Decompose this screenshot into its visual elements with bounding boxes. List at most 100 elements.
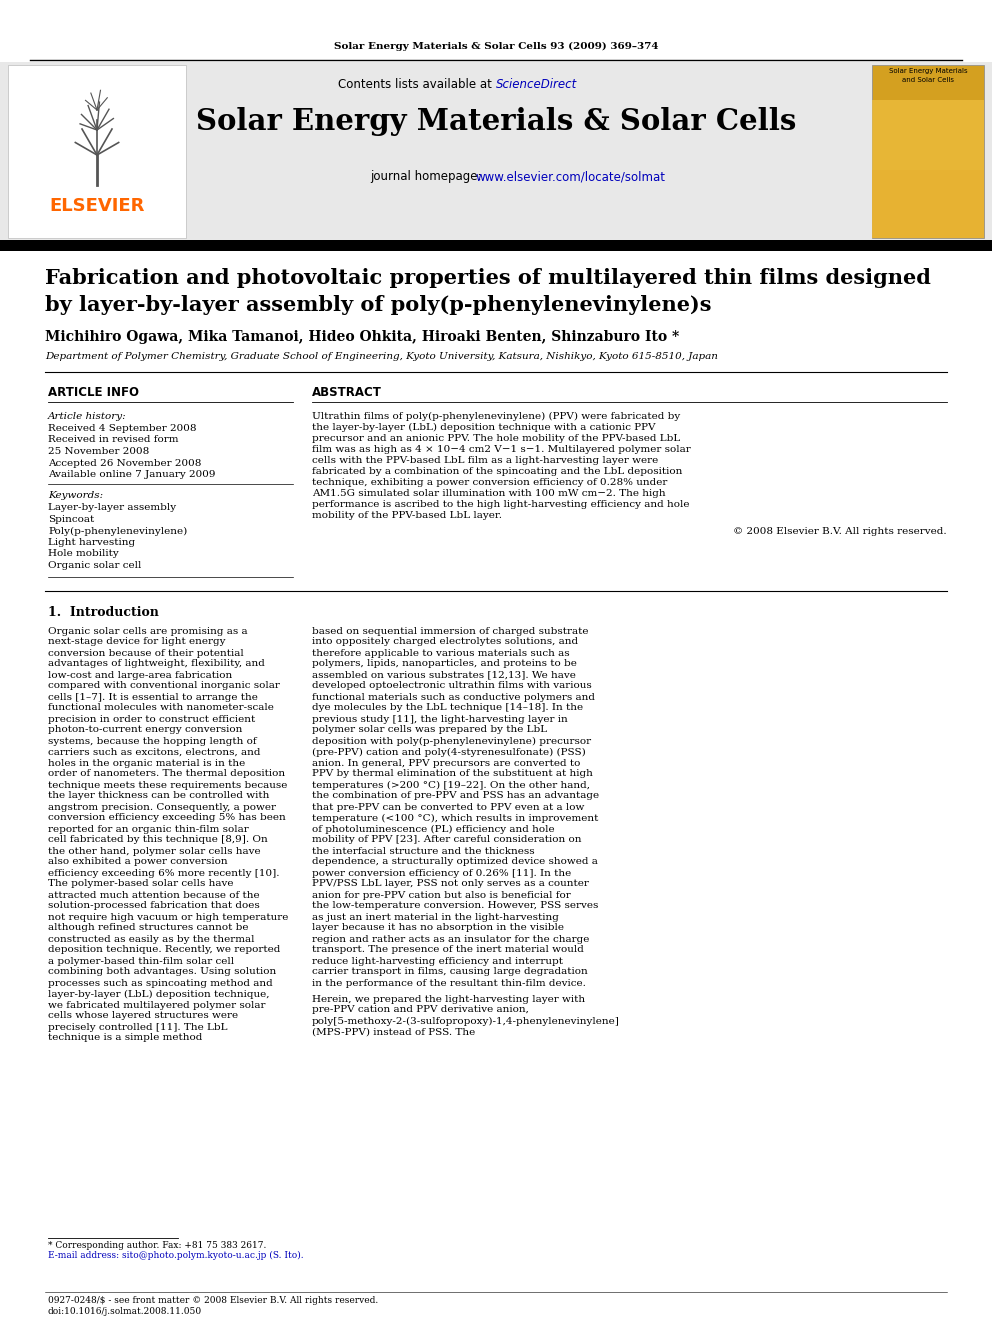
Text: poly[5-methoxy-2-(3-sulfopropoxy)-1,4-phenylenevinylene]: poly[5-methoxy-2-(3-sulfopropoxy)-1,4-ph…	[312, 1016, 620, 1025]
Text: journal homepage:: journal homepage:	[370, 169, 485, 183]
Text: based on sequential immersion of charged substrate: based on sequential immersion of charged…	[312, 627, 588, 635]
Text: advantages of lightweight, flexibility, and: advantages of lightweight, flexibility, …	[48, 659, 265, 668]
Text: Organic solar cell: Organic solar cell	[48, 561, 142, 570]
Text: Hole mobility: Hole mobility	[48, 549, 119, 558]
Text: functional molecules with nanometer-scale: functional molecules with nanometer-scal…	[48, 704, 274, 713]
Text: PPV/PSS LbL layer, PSS not only serves as a counter: PPV/PSS LbL layer, PSS not only serves a…	[312, 880, 589, 889]
Text: low-cost and large-area fabrication: low-cost and large-area fabrication	[48, 671, 232, 680]
Text: E-mail address: sito@photo.polym.kyoto-u.ac.jp (S. Ito).: E-mail address: sito@photo.polym.kyoto-u…	[48, 1252, 304, 1259]
Text: precursor and an anionic PPV. The hole mobility of the PPV-based LbL: precursor and an anionic PPV. The hole m…	[312, 434, 681, 443]
Text: dependence, a structurally optimized device showed a: dependence, a structurally optimized dev…	[312, 857, 598, 867]
Text: cell fabricated by this technique [8,9]. On: cell fabricated by this technique [8,9].…	[48, 836, 268, 844]
Text: deposition technique. Recently, we reported: deposition technique. Recently, we repor…	[48, 946, 281, 954]
Text: PPV by thermal elimination of the substituent at high: PPV by thermal elimination of the substi…	[312, 770, 593, 778]
Text: previous study [11], the light-harvesting layer in: previous study [11], the light-harvestin…	[312, 714, 567, 724]
Text: Accepted 26 November 2008: Accepted 26 November 2008	[48, 459, 201, 467]
Text: temperatures (>200 °C) [19–22]. On the other hand,: temperatures (>200 °C) [19–22]. On the o…	[312, 781, 590, 790]
Text: technique meets these requirements because: technique meets these requirements becau…	[48, 781, 288, 790]
Text: in the performance of the resultant thin-film device.: in the performance of the resultant thin…	[312, 979, 586, 987]
Text: the layer-by-layer (LbL) deposition technique with a cationic PPV: the layer-by-layer (LbL) deposition tech…	[312, 423, 656, 433]
Text: * Corresponding author. Fax: +81 75 383 2617.: * Corresponding author. Fax: +81 75 383 …	[48, 1241, 267, 1250]
Text: assembled on various substrates [12,13]. We have: assembled on various substrates [12,13].…	[312, 671, 576, 680]
Text: Ultrathin films of poly(p-phenylenevinylene) (PPV) were fabricated by: Ultrathin films of poly(p-phenylenevinyl…	[312, 411, 681, 421]
Text: Article history:: Article history:	[48, 411, 127, 421]
Text: efficiency exceeding 6% more recently [10].: efficiency exceeding 6% more recently [1…	[48, 868, 280, 877]
Text: the other hand, polymer solar cells have: the other hand, polymer solar cells have	[48, 847, 261, 856]
Text: a polymer-based thin-film solar cell: a polymer-based thin-film solar cell	[48, 957, 234, 966]
Text: temperature (<100 °C), which results in improvement: temperature (<100 °C), which results in …	[312, 814, 598, 823]
Text: Solar Energy Materials & Solar Cells 93 (2009) 369–374: Solar Energy Materials & Solar Cells 93 …	[333, 42, 659, 52]
Text: technique, exhibiting a power conversion efficiency of 0.28% under: technique, exhibiting a power conversion…	[312, 478, 668, 487]
Text: Layer-by-layer assembly: Layer-by-layer assembly	[48, 504, 177, 512]
Text: ABSTRACT: ABSTRACT	[312, 386, 382, 400]
FancyBboxPatch shape	[872, 169, 984, 238]
FancyBboxPatch shape	[0, 62, 992, 239]
Text: the low-temperature conversion. However, PSS serves: the low-temperature conversion. However,…	[312, 901, 598, 910]
Text: ELSEVIER: ELSEVIER	[50, 197, 145, 216]
Text: carrier transport in films, causing large degradation: carrier transport in films, causing larg…	[312, 967, 587, 976]
Text: Solar Energy Materials: Solar Energy Materials	[889, 67, 967, 74]
Text: as just an inert material in the light-harvesting: as just an inert material in the light-h…	[312, 913, 558, 922]
Text: anion for pre-PPV cation but also is beneficial for: anion for pre-PPV cation but also is ben…	[312, 890, 570, 900]
FancyBboxPatch shape	[872, 65, 984, 238]
Text: we fabricated multilayered polymer solar: we fabricated multilayered polymer solar	[48, 1000, 266, 1009]
Text: Solar Energy Materials & Solar Cells: Solar Energy Materials & Solar Cells	[195, 107, 797, 136]
Text: attracted much attention because of the: attracted much attention because of the	[48, 890, 260, 900]
Text: Received 4 September 2008: Received 4 September 2008	[48, 423, 196, 433]
Text: Available online 7 January 2009: Available online 7 January 2009	[48, 470, 215, 479]
Text: carriers such as excitons, electrons, and: carriers such as excitons, electrons, an…	[48, 747, 261, 757]
Text: that pre-PPV can be converted to PPV even at a low: that pre-PPV can be converted to PPV eve…	[312, 803, 584, 811]
Text: ScienceDirect: ScienceDirect	[496, 78, 577, 91]
Text: The polymer-based solar cells have: The polymer-based solar cells have	[48, 880, 233, 889]
Text: the combination of pre-PPV and PSS has an advantage: the combination of pre-PPV and PSS has a…	[312, 791, 599, 800]
Text: region and rather acts as an insulator for the charge: region and rather acts as an insulator f…	[312, 934, 589, 943]
Text: of photoluminescence (PL) efficiency and hole: of photoluminescence (PL) efficiency and…	[312, 824, 555, 833]
Text: (pre-PPV) cation and poly(4-styrenesulfonate) (PSS): (pre-PPV) cation and poly(4-styrenesulfo…	[312, 747, 585, 757]
Text: Organic solar cells are promising as a: Organic solar cells are promising as a	[48, 627, 248, 635]
Text: Fabrication and photovoltaic properties of multilayered thin films designed: Fabrication and photovoltaic properties …	[45, 269, 930, 288]
Text: although refined structures cannot be: although refined structures cannot be	[48, 923, 249, 933]
Text: and Solar Cells: and Solar Cells	[902, 77, 954, 83]
Text: holes in the organic material is in the: holes in the organic material is in the	[48, 758, 245, 767]
Text: Poly(p-phenylenevinylene): Poly(p-phenylenevinylene)	[48, 527, 187, 536]
Text: www.elsevier.com/locate/solmat: www.elsevier.com/locate/solmat	[476, 169, 666, 183]
Text: deposition with poly(p-phenylenevinylene) precursor: deposition with poly(p-phenylenevinylene…	[312, 737, 591, 746]
Text: layer-by-layer (LbL) deposition technique,: layer-by-layer (LbL) deposition techniqu…	[48, 990, 270, 999]
Text: Light harvesting: Light harvesting	[48, 538, 135, 546]
Text: cells whose layered structures were: cells whose layered structures were	[48, 1012, 238, 1020]
Text: by layer-by-layer assembly of poly(p-phenylenevinylene)s: by layer-by-layer assembly of poly(p-phe…	[45, 295, 711, 315]
Text: the layer thickness can be controlled with: the layer thickness can be controlled wi…	[48, 791, 270, 800]
Text: conversion efficiency exceeding 5% has been: conversion efficiency exceeding 5% has b…	[48, 814, 286, 823]
Text: technique is a simple method: technique is a simple method	[48, 1033, 202, 1043]
Text: 1.  Introduction: 1. Introduction	[48, 606, 159, 619]
Text: Received in revised form: Received in revised form	[48, 435, 179, 445]
Text: mobility of the PPV-based LbL layer.: mobility of the PPV-based LbL layer.	[312, 511, 502, 520]
Text: 25 November 2008: 25 November 2008	[48, 447, 149, 456]
Text: polymers, lipids, nanoparticles, and proteins to be: polymers, lipids, nanoparticles, and pro…	[312, 659, 577, 668]
Text: ARTICLE INFO: ARTICLE INFO	[48, 386, 139, 400]
Text: power conversion efficiency of 0.26% [11]. In the: power conversion efficiency of 0.26% [11…	[312, 868, 571, 877]
Text: therefore applicable to various materials such as: therefore applicable to various material…	[312, 648, 569, 658]
Text: film was as high as 4 × 10−4 cm2 V−1 s−1. Multilayered polymer solar: film was as high as 4 × 10−4 cm2 V−1 s−1…	[312, 445, 690, 454]
Text: also exhibited a power conversion: also exhibited a power conversion	[48, 857, 227, 867]
Text: Keywords:: Keywords:	[48, 492, 103, 500]
Text: transport. The presence of the inert material would: transport. The presence of the inert mat…	[312, 946, 584, 954]
Text: angstrom precision. Consequently, a power: angstrom precision. Consequently, a powe…	[48, 803, 276, 811]
Text: reported for an organic thin-film solar: reported for an organic thin-film solar	[48, 824, 249, 833]
Text: cells [1–7]. It is essential to arrange the: cells [1–7]. It is essential to arrange …	[48, 692, 258, 701]
Text: AM1.5G simulated solar illumination with 100 mW cm−2. The high: AM1.5G simulated solar illumination with…	[312, 490, 666, 497]
Text: solution-processed fabrication that does: solution-processed fabrication that does	[48, 901, 260, 910]
FancyBboxPatch shape	[8, 65, 186, 238]
FancyBboxPatch shape	[872, 101, 984, 238]
Text: the interfacial structure and the thickness: the interfacial structure and the thickn…	[312, 847, 535, 856]
Text: precisely controlled [11]. The LbL: precisely controlled [11]. The LbL	[48, 1023, 227, 1032]
Text: not require high vacuum or high temperature: not require high vacuum or high temperat…	[48, 913, 289, 922]
Text: 0927-0248/$ - see front matter © 2008 Elsevier B.V. All rights reserved.: 0927-0248/$ - see front matter © 2008 El…	[48, 1297, 378, 1304]
Text: precision in order to construct efficient: precision in order to construct efficien…	[48, 714, 255, 724]
Text: combining both advantages. Using solution: combining both advantages. Using solutio…	[48, 967, 276, 976]
Text: cells with the PPV-based LbL film as a light-harvesting layer were: cells with the PPV-based LbL film as a l…	[312, 456, 659, 464]
Text: Herein, we prepared the light-harvesting layer with: Herein, we prepared the light-harvesting…	[312, 995, 585, 1004]
Text: Michihiro Ogawa, Mika Tamanoi, Hideo Ohkita, Hiroaki Benten, Shinzaburo Ito *: Michihiro Ogawa, Mika Tamanoi, Hideo Ohk…	[45, 329, 680, 344]
Text: Spincoat: Spincoat	[48, 515, 94, 524]
Text: order of nanometers. The thermal deposition: order of nanometers. The thermal deposit…	[48, 770, 285, 778]
